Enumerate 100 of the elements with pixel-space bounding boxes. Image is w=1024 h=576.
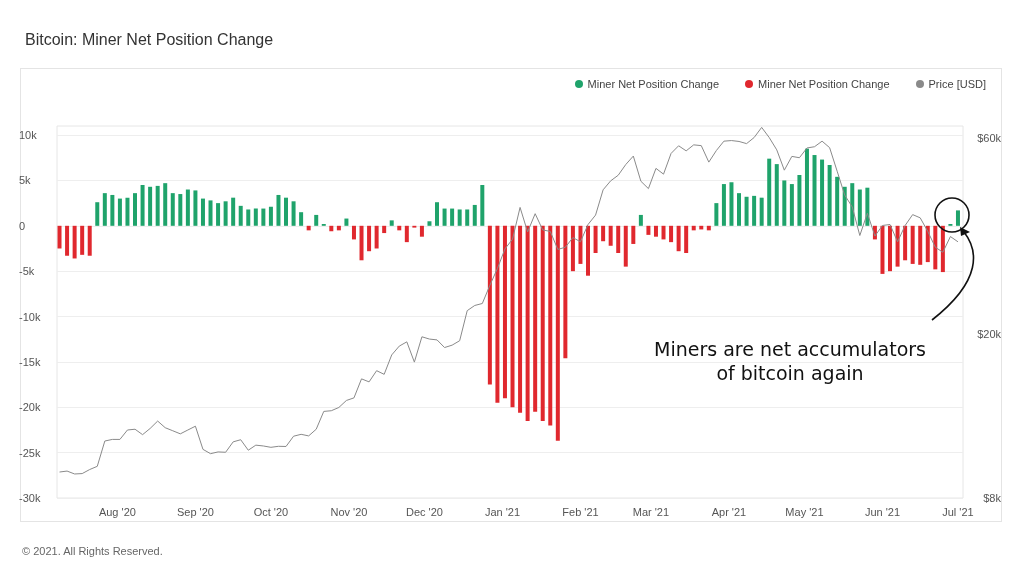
bar xyxy=(525,225,530,421)
bar xyxy=(502,225,507,399)
bar xyxy=(533,225,538,412)
bar xyxy=(661,225,666,240)
y2-tick-label: $20k xyxy=(977,328,1002,341)
bar xyxy=(646,225,651,235)
x-tick-label: Feb '21 xyxy=(562,505,599,518)
bar xyxy=(193,190,198,226)
y-tick-label: -15k xyxy=(19,355,41,368)
y-tick-label: -30k xyxy=(19,492,41,504)
x-tick-label: Jun '21 xyxy=(864,505,901,518)
bar xyxy=(789,184,794,226)
bar xyxy=(774,164,779,226)
bar xyxy=(850,183,855,226)
bar xyxy=(903,225,908,261)
x-tick-label: Sep '20 xyxy=(176,505,214,518)
bar xyxy=(276,194,281,226)
bar xyxy=(880,225,885,274)
bar xyxy=(367,225,372,252)
bar xyxy=(442,208,447,226)
bar xyxy=(374,225,379,249)
y-tick-label: -20k xyxy=(19,401,41,414)
bar xyxy=(231,197,236,226)
bar xyxy=(616,225,621,254)
legend-label: Price [USD] xyxy=(928,78,986,90)
bar xyxy=(721,184,726,226)
y-tick-label: -5k xyxy=(19,265,35,278)
y-tick-label: 0 xyxy=(19,219,26,232)
bar xyxy=(208,200,213,226)
y-tick-label: -25k xyxy=(19,446,41,459)
x-tick-label: May '21 xyxy=(785,505,824,518)
bar xyxy=(638,214,643,226)
bar xyxy=(125,197,130,226)
bar xyxy=(57,225,62,249)
bar xyxy=(170,193,175,226)
bar xyxy=(653,225,658,237)
bar xyxy=(246,209,251,226)
bar xyxy=(299,212,304,226)
bar xyxy=(427,221,432,226)
bar xyxy=(563,225,568,359)
bar xyxy=(95,202,100,226)
bar xyxy=(782,180,787,226)
bar xyxy=(888,225,893,272)
bar xyxy=(804,148,809,226)
bar xyxy=(540,225,545,421)
bar xyxy=(148,186,153,226)
bar xyxy=(110,194,115,226)
bar xyxy=(518,225,523,413)
bar xyxy=(835,176,840,226)
bar xyxy=(925,225,930,263)
bar xyxy=(102,193,107,226)
bar xyxy=(578,225,583,264)
bar xyxy=(797,175,802,226)
y-tick-label: 5k xyxy=(19,174,32,187)
x-tick-label: Apr '21 xyxy=(711,505,747,518)
x-tick-label: Aug '20 xyxy=(98,505,136,518)
bar xyxy=(261,208,266,226)
bar xyxy=(359,225,364,261)
bar xyxy=(820,159,825,226)
bar xyxy=(291,201,296,226)
bar xyxy=(329,225,334,232)
line-series xyxy=(59,126,959,475)
bar xyxy=(382,225,387,234)
bar xyxy=(185,189,190,226)
chart-title: Bitcoin: Miner Net Position Change xyxy=(25,30,274,48)
bar xyxy=(487,225,492,385)
y2-tick-label: $8k xyxy=(983,492,1002,504)
bar xyxy=(669,225,674,243)
bar xyxy=(842,186,847,226)
bar xyxy=(586,225,591,276)
bar xyxy=(80,225,85,255)
bar xyxy=(714,203,719,226)
annotation: Miners are net accumulators of bitcoin again xyxy=(654,338,926,384)
bar xyxy=(684,225,689,254)
bar xyxy=(344,218,349,226)
bar xyxy=(608,225,613,246)
bar xyxy=(895,225,900,267)
legend-label: Miner Net Position Change xyxy=(587,78,720,90)
bar xyxy=(216,203,221,226)
bar xyxy=(419,225,424,237)
bar xyxy=(955,210,960,226)
bar xyxy=(133,193,138,226)
bar xyxy=(72,225,77,259)
bar xyxy=(472,204,477,226)
bar xyxy=(767,158,772,226)
bar xyxy=(268,206,273,226)
bar xyxy=(737,193,742,226)
bar xyxy=(140,184,145,226)
bar xyxy=(910,225,915,264)
x-tick-label: Dec '20 xyxy=(405,505,443,518)
y2-tick-label: $60k xyxy=(977,131,1002,144)
bar xyxy=(827,165,832,226)
bar xyxy=(223,201,228,226)
bar xyxy=(570,225,575,272)
bar xyxy=(555,225,560,441)
bar xyxy=(940,225,945,273)
bar xyxy=(865,187,870,226)
bar xyxy=(178,194,183,226)
bar xyxy=(510,225,515,408)
bar xyxy=(623,225,628,267)
